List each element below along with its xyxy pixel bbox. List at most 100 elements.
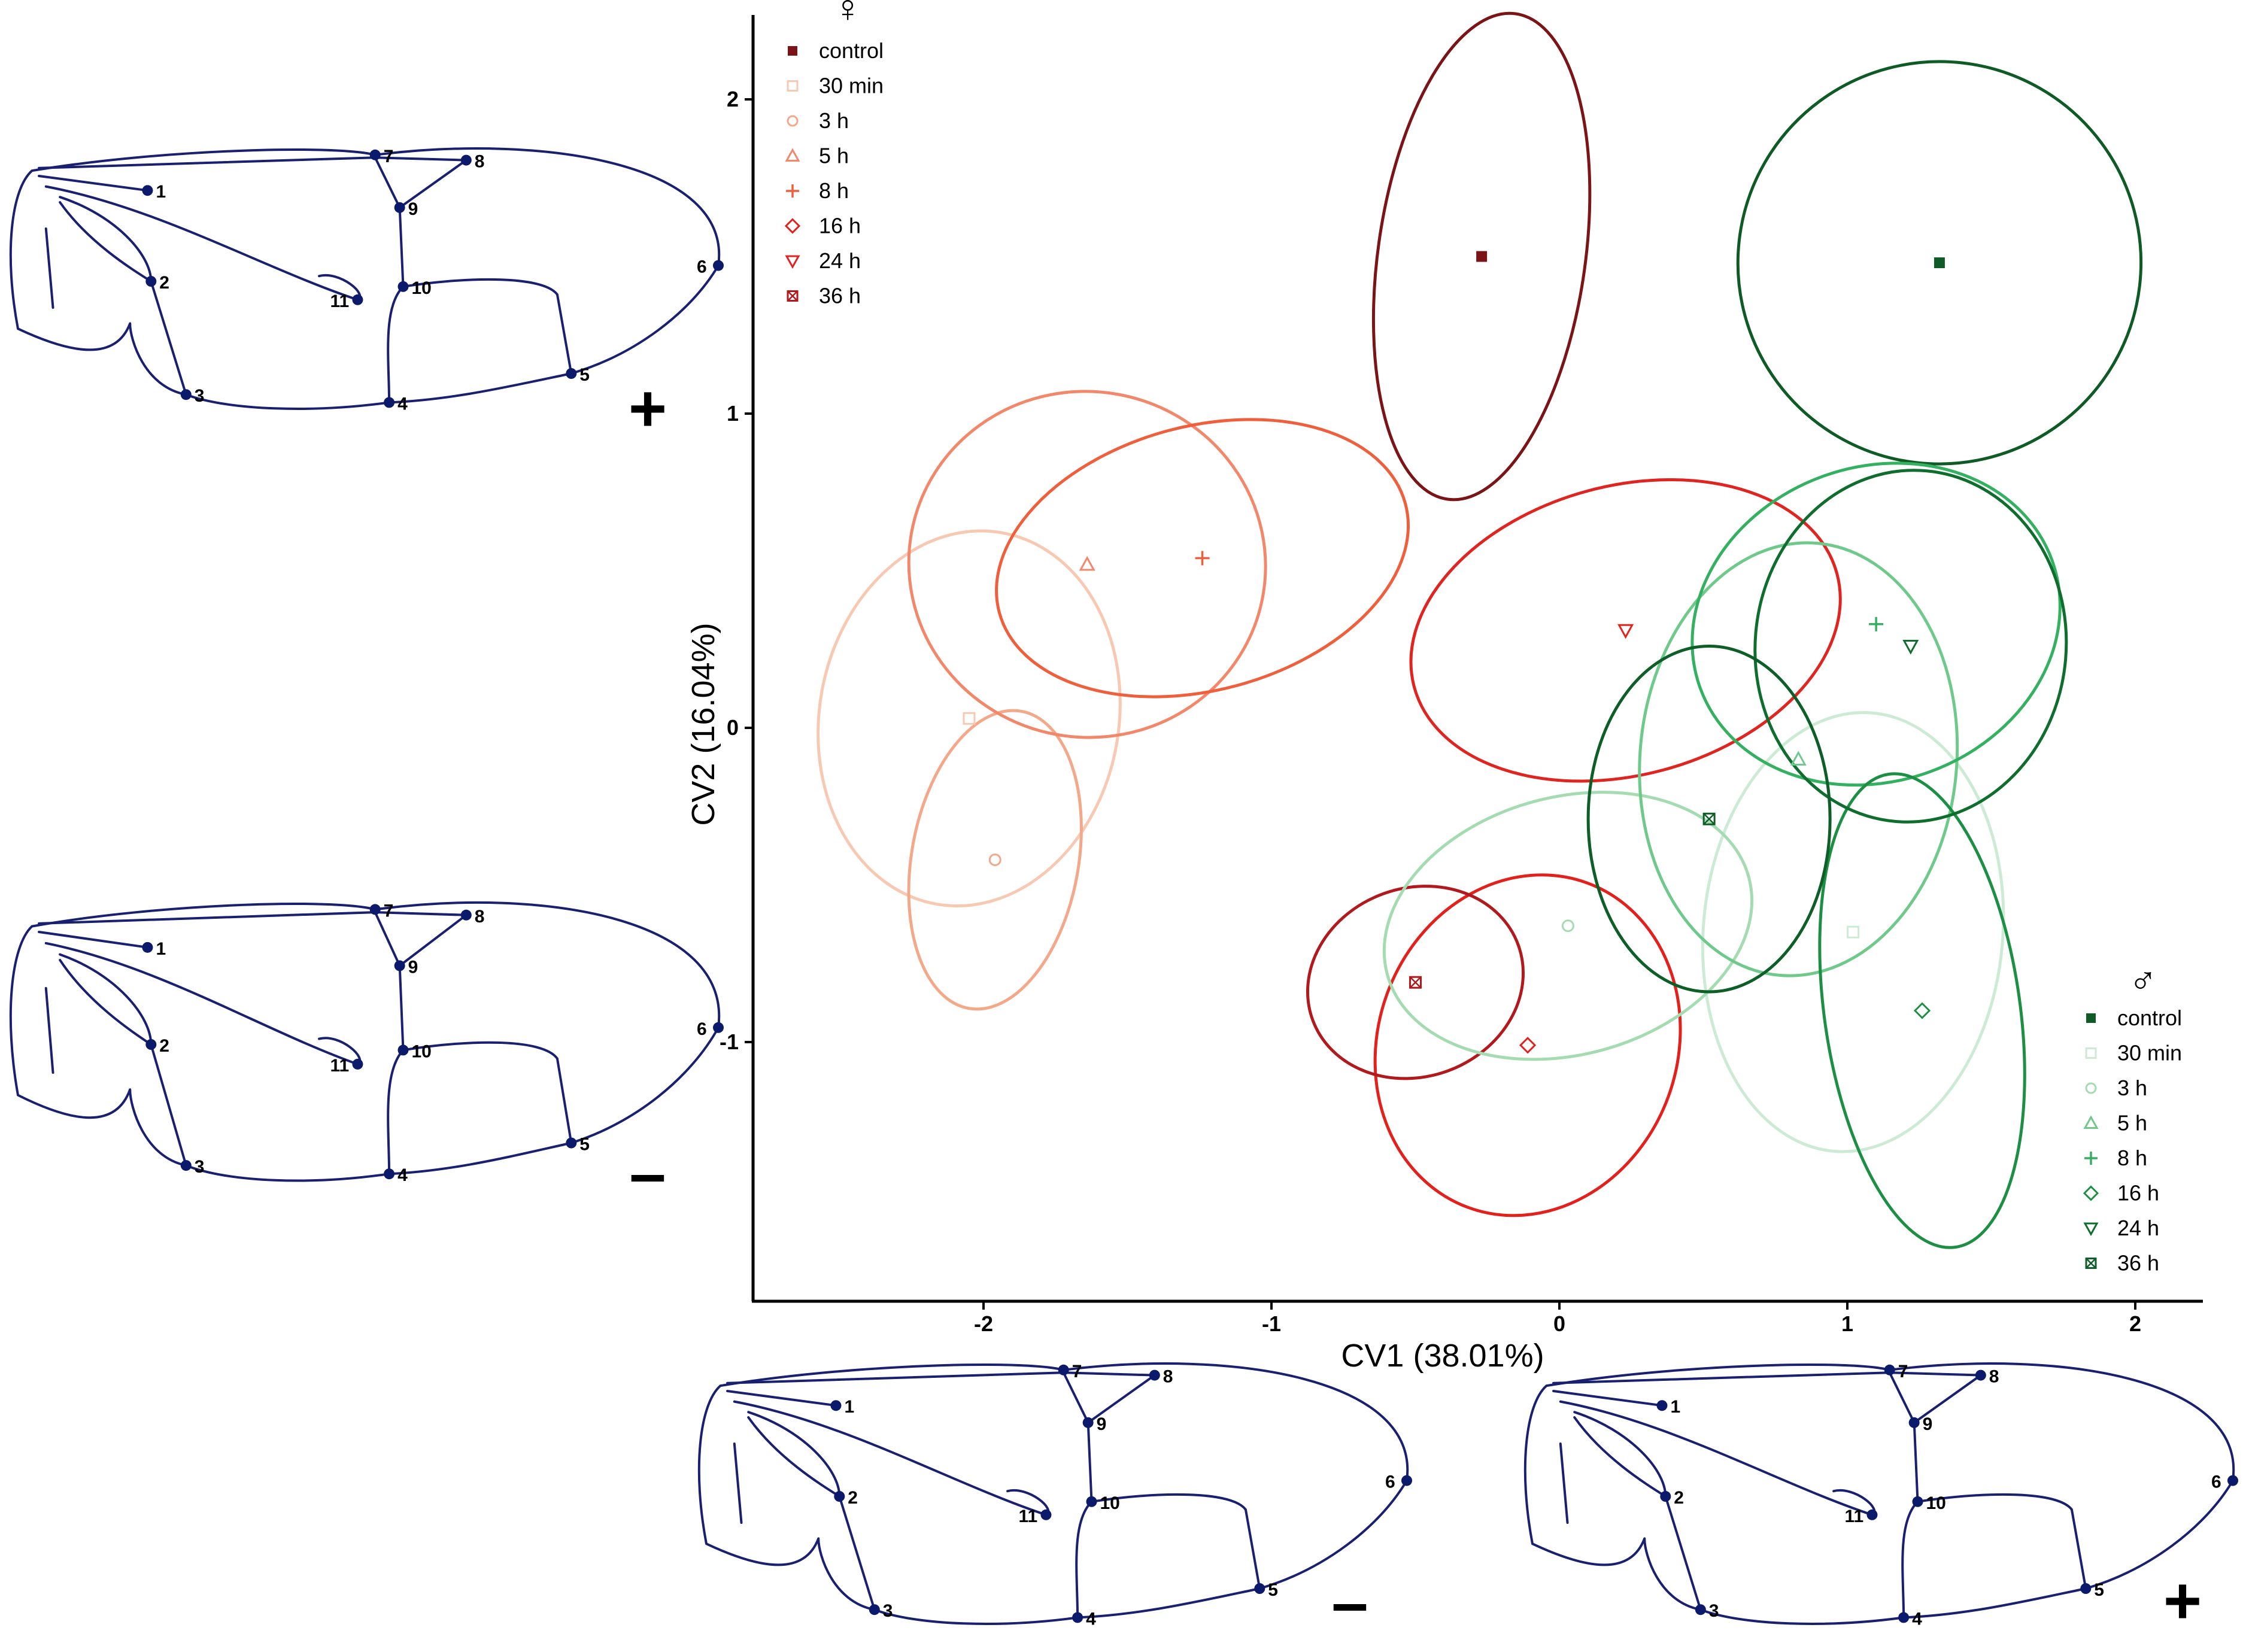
legend-male-label: 5 h <box>2117 1111 2147 1135</box>
wing-vein <box>747 1416 876 1611</box>
wing-vein <box>733 1400 1048 1516</box>
wing-diagram-top-left: 1 2 3 4 5 6 7 8 9 10 11 + <box>9 147 724 445</box>
landmark-6 <box>2227 1475 2238 1486</box>
landmark-7 <box>1884 1364 1895 1375</box>
wing-vein <box>1916 1493 2087 1590</box>
landmark-label: 5 <box>1268 1580 1278 1600</box>
legend-female-label: 30 min <box>819 74 884 98</box>
landmark-label: 10 <box>1926 1493 1946 1513</box>
wing-vein <box>44 987 54 1074</box>
mean-male-30-min <box>1847 925 1860 939</box>
wing-sign: + <box>2163 1564 2202 1638</box>
wing-outline <box>697 1362 1409 1625</box>
landmark-label: 10 <box>1100 1493 1120 1513</box>
landmark-label: 5 <box>579 1135 590 1155</box>
wing-vein <box>733 1443 743 1524</box>
wing-outline <box>1523 1362 2235 1625</box>
landmark-3 <box>180 1160 192 1171</box>
landmark-label: 11 <box>1844 1507 1863 1526</box>
landmark-3 <box>180 389 192 400</box>
landmark-label: 9 <box>408 957 418 977</box>
wing-vein <box>1559 1443 1569 1524</box>
y-tick-label: 2 <box>727 87 739 111</box>
legend-male-marker <box>2085 1082 2097 1094</box>
legend-male-marker <box>2083 1222 2099 1237</box>
x-axis-label: CV1 (38.01%) <box>1341 1338 1544 1374</box>
mean-male-control <box>1934 257 1945 268</box>
landmark-9 <box>394 202 405 213</box>
landmark-label: 5 <box>2094 1580 2104 1600</box>
landmark-3 <box>1695 1604 1706 1615</box>
landmark-1 <box>142 942 153 953</box>
wing-vein <box>1573 1416 1702 1611</box>
mean-male-36-h <box>1702 812 1716 825</box>
landmark-label: 1 <box>156 939 166 959</box>
landmark-5 <box>1254 1583 1265 1594</box>
ellipse-female-3-h <box>907 709 1083 1011</box>
wing-vein <box>374 156 405 288</box>
wing-outline <box>9 901 721 1182</box>
landmark-10 <box>397 1044 409 1056</box>
landmark-label: 3 <box>883 1601 893 1621</box>
landmark-2 <box>1660 1491 1671 1502</box>
ellipse-male-3-h <box>1382 791 1754 1061</box>
legend-female-label: 8 h <box>819 178 849 203</box>
wing-vein <box>44 942 359 1065</box>
landmark-6 <box>1401 1475 1412 1486</box>
mean-male-3-h <box>1561 919 1574 933</box>
landmark-label: 7 <box>1898 1362 1908 1381</box>
landmark-label: 6 <box>2211 1472 2221 1492</box>
wing-vein <box>1573 1411 1667 1498</box>
legend-male-marker <box>2085 1047 2097 1059</box>
confidence-ellipses <box>817 11 2143 1249</box>
landmark-label: 7 <box>384 147 394 166</box>
landmark-1 <box>142 185 153 196</box>
legend-female-marker <box>787 290 799 302</box>
wing-vein <box>59 959 187 1167</box>
legend-male-label: 8 h <box>2117 1146 2147 1170</box>
wing-outline <box>9 147 721 410</box>
mean-female-16-h <box>1519 1037 1537 1054</box>
landmark-label: 3 <box>195 386 205 406</box>
legend-male-label: 3 h <box>2117 1076 2147 1100</box>
ellipse-male-8-h <box>1690 461 2062 787</box>
landmark-label: 4 <box>1086 1609 1096 1629</box>
landmark-4 <box>1898 1612 1910 1623</box>
landmark-11 <box>352 1058 363 1070</box>
ellipse-female-8-h <box>995 418 1410 699</box>
legend-female-label: 36 h <box>819 284 861 308</box>
landmark-label: 9 <box>1923 1414 1933 1434</box>
x-tick-label: 1 <box>1841 1311 1853 1336</box>
landmark-label: 6 <box>697 1019 707 1039</box>
legend-male-marker <box>2086 1013 2096 1023</box>
legend-female-label: 16 h <box>819 214 861 238</box>
landmark-6 <box>713 1022 724 1033</box>
ellipse-male-control <box>1736 60 2143 466</box>
landmark-4 <box>384 1168 395 1180</box>
legend-male-label: 16 h <box>2117 1181 2159 1205</box>
landmark-3 <box>869 1604 880 1615</box>
wing-diagram-middle-left: 1 2 3 4 5 6 7 8 9 10 11 – <box>9 901 724 1210</box>
landmark-label: 3 <box>1709 1601 1719 1621</box>
wing-vein <box>387 285 405 404</box>
legend-female-label: 5 h <box>819 144 849 168</box>
legend-male-label: 30 min <box>2117 1041 2182 1065</box>
legend-male-marker <box>2085 1258 2097 1269</box>
landmark-9 <box>1082 1417 1094 1428</box>
landmark-label: 4 <box>1912 1609 1922 1629</box>
landmark-label: 11 <box>1018 1507 1037 1526</box>
wing-vein <box>59 201 187 396</box>
landmark-11 <box>1040 1509 1052 1520</box>
landmark-label: 7 <box>384 901 394 921</box>
wing-vein <box>1062 1371 1093 1503</box>
mean-male-8-h <box>1869 617 1884 631</box>
x-tick-label: 0 <box>1553 1311 1565 1336</box>
landmark-11 <box>1866 1509 1878 1520</box>
landmark-8 <box>1149 1369 1160 1381</box>
wing-vein <box>747 1411 841 1498</box>
landmark-label: 2 <box>159 1036 169 1056</box>
legend-female-label: control <box>819 38 884 63</box>
